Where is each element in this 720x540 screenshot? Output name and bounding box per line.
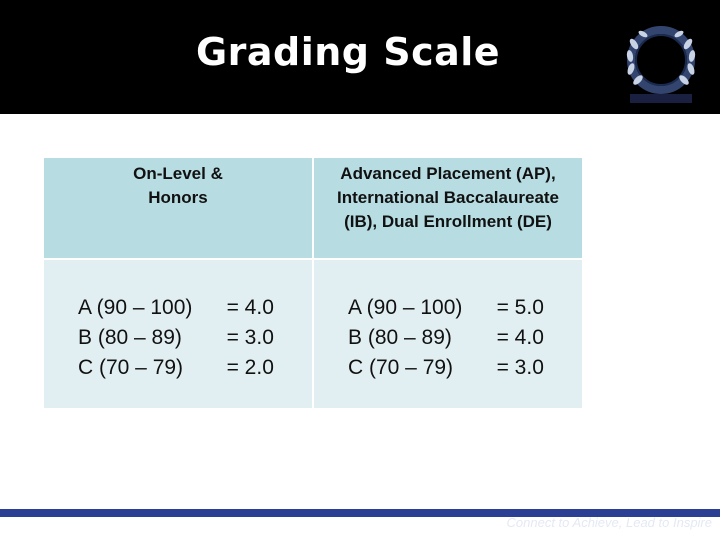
footer-tagline: Connect to Achieve, Lead to Inspire [506,515,712,530]
table-row: C (70 – 79) = 3.0 [348,356,544,379]
table-row: A (90 – 100) = 4.0 [78,296,274,319]
footer-bar [0,509,720,517]
title-banner: Grading Scale [0,0,720,114]
table-row: B (80 – 89) = 4.0 [348,326,544,349]
table-row: B (80 – 89) = 3.0 [78,326,274,349]
slide-title: Grading Scale [195,30,501,74]
header-advanced: Advanced Placement (AP), International B… [312,156,584,260]
on-level-scale: A (90 – 100) = 4.0 B (80 – 89) = 3.0 C (… [42,258,314,410]
grading-scale-table: On-Level & Honors Advanced Placement (AP… [42,156,584,410]
school-logo [618,22,704,110]
header-on-level: On-Level & Honors [42,156,314,260]
laurel-wreath-icon [626,26,696,103]
table-row: A (90 – 100) = 5.0 [348,296,544,319]
advanced-scale: A (90 – 100) = 5.0 B (80 – 89) = 4.0 C (… [312,258,584,410]
table-row: C (70 – 79) = 2.0 [78,356,274,379]
